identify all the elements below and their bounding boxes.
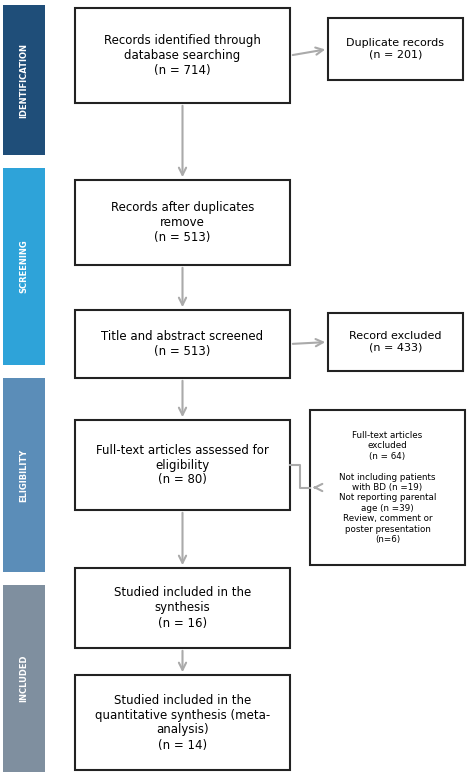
Bar — [3, 378, 45, 572]
Bar — [310, 410, 465, 565]
Text: Record excluded
(n = 433): Record excluded (n = 433) — [349, 331, 442, 353]
Bar — [75, 675, 290, 770]
Text: Full-text articles assessed for
eligibility
(n = 80): Full-text articles assessed for eligibil… — [96, 444, 269, 486]
Text: INCLUDED: INCLUDED — [19, 655, 28, 702]
Text: IDENTIFICATION: IDENTIFICATION — [19, 43, 28, 117]
Text: Records identified through
database searching
(n = 714): Records identified through database sear… — [104, 34, 261, 77]
Bar — [75, 8, 290, 103]
Bar — [328, 313, 463, 371]
Text: ELIGIBILITY: ELIGIBILITY — [19, 448, 28, 502]
Bar — [75, 568, 290, 648]
Bar — [3, 5, 45, 155]
Text: Studied included in the
synthesis
(n = 16): Studied included in the synthesis (n = 1… — [114, 587, 251, 629]
Text: Records after duplicates
remove
(n = 513): Records after duplicates remove (n = 513… — [111, 201, 254, 244]
Text: Full-text articles
excluded
(n = 64)

Not including patients
with BD (n =19)
Not: Full-text articles excluded (n = 64) Not… — [339, 431, 436, 544]
Bar — [328, 18, 463, 80]
Text: Duplicate records
(n = 201): Duplicate records (n = 201) — [346, 38, 445, 60]
Bar — [75, 310, 290, 378]
Text: Studied included in the
quantitative synthesis (meta-
analysis)
(n = 14): Studied included in the quantitative syn… — [95, 694, 270, 751]
Bar — [75, 420, 290, 510]
Bar — [75, 180, 290, 265]
Text: Title and abstract screened
(n = 513): Title and abstract screened (n = 513) — [101, 330, 264, 358]
Bar — [3, 168, 45, 365]
Text: SCREENING: SCREENING — [19, 239, 28, 294]
Bar — [3, 585, 45, 772]
